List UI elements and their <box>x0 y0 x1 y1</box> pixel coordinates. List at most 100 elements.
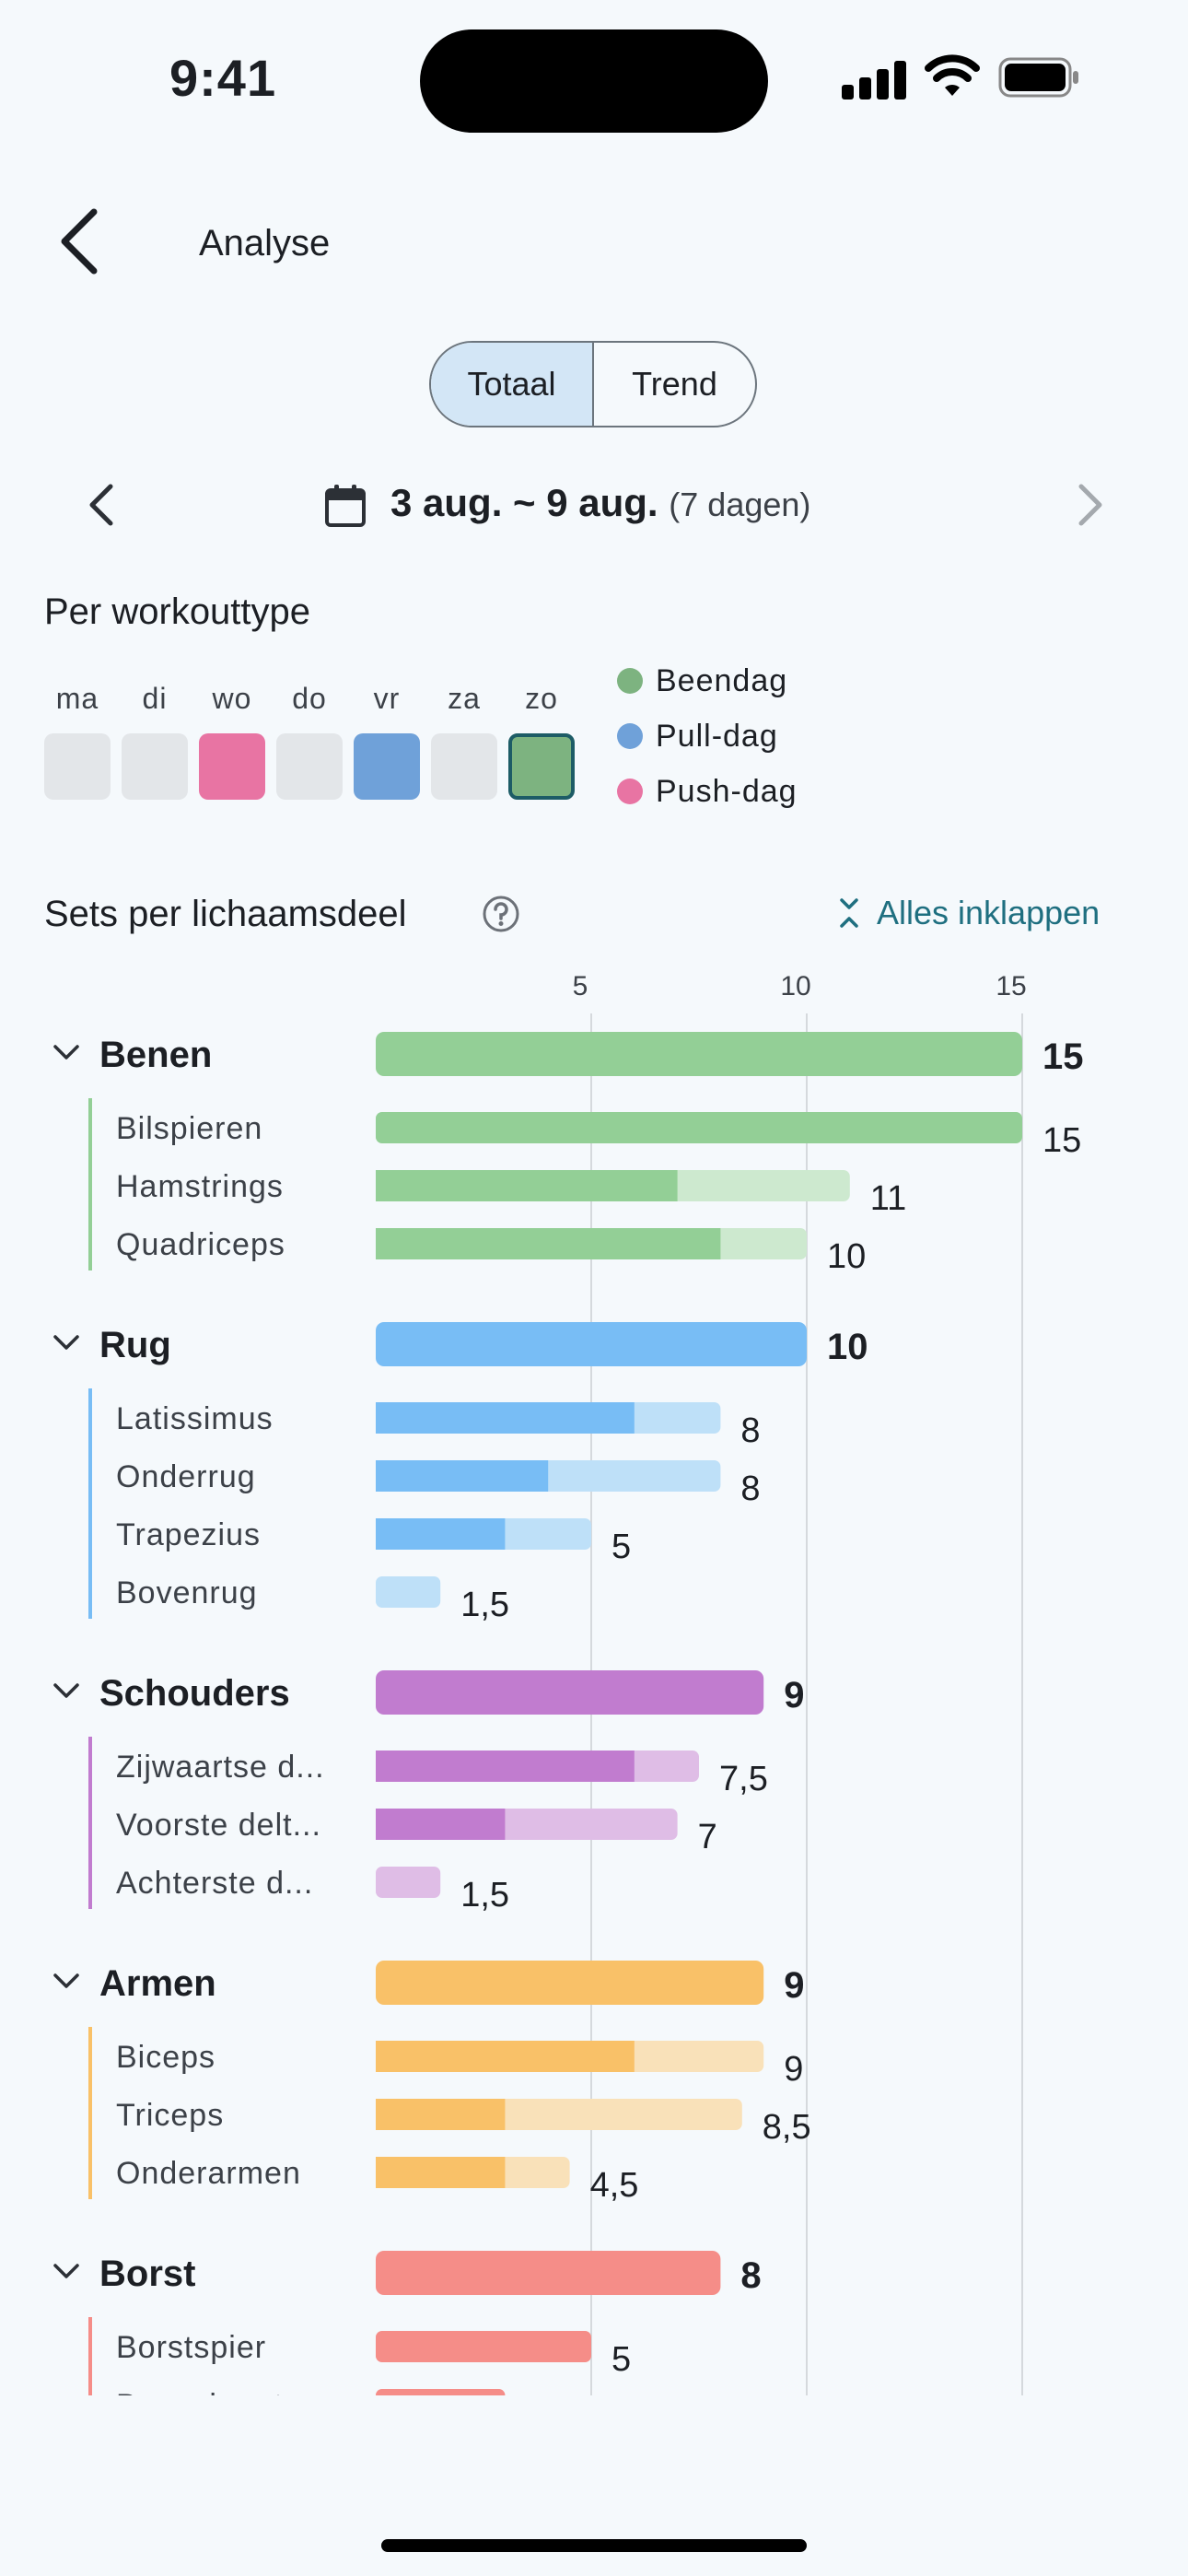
workout-type-title: Per workouttype <box>44 591 311 632</box>
muscle-bar-direct-cap <box>376 1809 389 1840</box>
muscle-bar-direct <box>376 1112 1022 1143</box>
chevron-down-icon[interactable] <box>53 1045 79 1060</box>
muscle-value: 7 <box>698 1818 717 1856</box>
muscle-bar-direct <box>376 1228 721 1259</box>
muscle-bar-total <box>376 1576 441 1608</box>
day-box[interactable] <box>354 733 420 800</box>
bodypart-group-bar <box>376 2251 721 2295</box>
bodypart-group-value: 15 <box>1042 1036 1084 1077</box>
muscle-bar-direct <box>376 1460 549 1492</box>
bodypart-group-label[interactable]: Benen <box>99 1035 212 1075</box>
calendar-icon <box>325 485 366 527</box>
muscle-value: 7,5 <box>719 1760 768 1798</box>
muscle-bar-direct-cap <box>376 2157 389 2188</box>
legend-dot <box>617 723 643 749</box>
help-icon[interactable] <box>481 894 521 934</box>
legend-dot <box>617 668 643 694</box>
day-box[interactable] <box>44 733 111 800</box>
day-box[interactable] <box>508 733 575 800</box>
bodypart-group-bar <box>376 1322 807 1366</box>
collapse-all-button[interactable]: Alles inklappen <box>838 894 1100 932</box>
muscle-bar-direct-cap <box>376 1170 389 1201</box>
bodypart-group-label[interactable]: Schouders <box>99 1673 290 1714</box>
page-title: Analyse <box>199 223 331 263</box>
bodypart-group-value: 10 <box>827 1327 868 1367</box>
chevron-down-icon[interactable] <box>53 1335 79 1350</box>
muscle-value: 8,5 <box>763 2108 811 2147</box>
muscle-label: Zijwaartse d... <box>116 1750 325 1785</box>
muscle-value: 5 <box>611 1528 631 1566</box>
muscle-value: 9 <box>784 2050 803 2089</box>
day-box[interactable] <box>276 733 343 800</box>
muscle-label: Quadriceps <box>116 1227 285 1262</box>
muscle-bar-direct <box>376 1518 506 1550</box>
bodypart-group-bar <box>376 1032 1022 1076</box>
muscle-bar-direct-cap <box>376 1460 389 1492</box>
day-label: do <box>292 682 327 715</box>
bodypart-group-label[interactable]: Rug <box>99 1325 171 1365</box>
dynamic-island <box>420 29 768 133</box>
sets-per-bodypart-chart: 5 10 15 Benen 15 Bilspieren 15 Hamstrings 11 Quad… <box>53 971 1084 2395</box>
muscle-bar-direct <box>376 1809 506 1840</box>
legend-item-push: Push-dag <box>617 774 798 810</box>
muscle-value: 5 <box>611 2340 631 2379</box>
muscle-bar-direct <box>376 2099 506 2130</box>
sets-section-title: Sets per lichaamsdeel <box>44 894 407 934</box>
bodypart-group-bar <box>376 1961 764 2005</box>
muscle-bar-direct <box>376 1170 678 1201</box>
day-do: do <box>276 682 343 800</box>
previous-week-icon[interactable] <box>79 479 123 531</box>
chevron-down-icon[interactable] <box>53 1683 79 1698</box>
muscle-bar-direct <box>376 1751 635 1782</box>
muscle-bar-direct-cap <box>376 1228 389 1259</box>
tab-trend[interactable]: Trend <box>592 343 755 426</box>
muscle-label: Trapezius <box>116 1517 261 1552</box>
bodypart-group-value: 9 <box>784 1675 804 1715</box>
legend-label: Pull-dag <box>656 719 778 754</box>
legend-item-pull: Pull-dag <box>617 719 778 755</box>
muscle-label: Bovenrug <box>116 1575 258 1610</box>
muscle-bar-direct-cap <box>376 2041 389 2072</box>
day-box[interactable] <box>122 733 188 800</box>
day-box[interactable] <box>199 733 265 800</box>
day-box[interactable] <box>431 733 497 800</box>
bodypart-group-label[interactable]: Borst <box>99 2254 195 2294</box>
muscle-value: 8 <box>740 1411 760 1450</box>
muscle-bar-total <box>376 1867 441 1898</box>
muscle-bar-direct-cap <box>376 1751 389 1782</box>
muscle-bar-direct-cap <box>376 1518 389 1550</box>
legend-dot <box>617 779 643 804</box>
muscle-bar-direct <box>376 2041 635 2072</box>
day-wo: wo <box>199 682 265 800</box>
tab-totaal[interactable]: Totaal <box>431 343 592 426</box>
muscle-label: Triceps <box>116 2098 224 2133</box>
muscle-value: 1,5 <box>460 1876 509 1914</box>
bodypart-group-label[interactable]: Armen <box>99 1963 216 2004</box>
collapse-icon <box>840 898 858 928</box>
muscle-value: 11 <box>870 1179 906 1218</box>
day-label: za <box>448 682 481 715</box>
date-range-days: (7 dagen) <box>669 486 811 523</box>
chevron-down-icon[interactable] <box>53 1973 79 1988</box>
back-icon[interactable] <box>53 206 105 276</box>
muscle-label: Achterste d... <box>116 1866 313 1901</box>
date-range-text: 3 aug. ~ 9 aug. <box>390 481 658 524</box>
view-segmented-control: Totaal Trend <box>429 341 757 427</box>
x-tick-label: 10 <box>780 971 810 1001</box>
muscle-label: Bovenborst <box>116 2388 284 2395</box>
day-label: zo <box>525 682 558 715</box>
next-week-icon[interactable] <box>1068 479 1112 531</box>
chevron-down-icon[interactable] <box>53 2264 79 2278</box>
legend-label: Push-dag <box>656 774 798 809</box>
muscle-bar-direct-cap <box>376 2099 389 2130</box>
muscle-label: Onderarmen <box>116 2156 301 2191</box>
muscle-label: Hamstrings <box>116 1169 284 1204</box>
muscle-label: Bilspieren <box>116 1111 262 1146</box>
wifi-icon <box>925 54 980 96</box>
day-di: di <box>122 682 188 800</box>
legend-label: Beendag <box>656 663 788 698</box>
day-zo: zo <box>508 682 575 800</box>
status-time: 9:41 <box>169 49 277 107</box>
x-tick-label: 5 <box>573 971 588 1001</box>
muscle-bar-direct <box>376 2331 591 2362</box>
